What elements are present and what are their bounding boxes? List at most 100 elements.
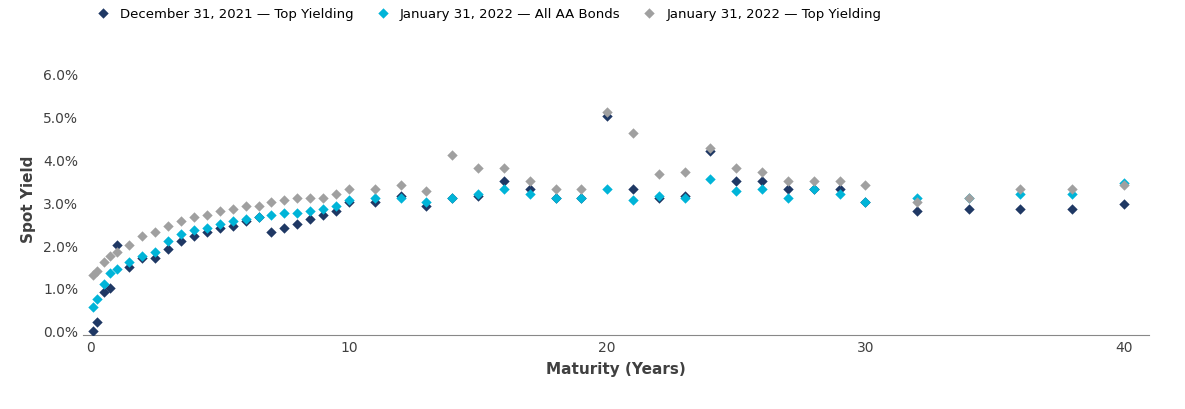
Point [101, 285, 120, 292]
Point [908, 208, 927, 214]
Point [146, 249, 165, 255]
Point [572, 195, 591, 202]
Point [391, 195, 410, 202]
Point [805, 178, 824, 184]
Point [546, 187, 565, 193]
Point [83, 272, 102, 279]
Point [779, 178, 798, 184]
Y-axis label: Spot Yield: Spot Yield [21, 155, 36, 242]
Point [726, 165, 745, 172]
Point [120, 242, 139, 249]
Point [959, 195, 978, 202]
Point [1063, 187, 1082, 193]
Point [301, 195, 320, 202]
Point [172, 231, 191, 238]
Point [1114, 180, 1133, 187]
Point [172, 238, 191, 245]
Point [908, 195, 927, 202]
Point [88, 296, 107, 302]
Point [675, 193, 694, 200]
Point [185, 227, 204, 234]
Point [314, 212, 333, 219]
Point [107, 242, 126, 249]
Point [301, 216, 320, 223]
Point [94, 259, 113, 266]
Point [1063, 191, 1082, 198]
Point [752, 169, 771, 176]
Point [223, 223, 242, 229]
Point [391, 193, 410, 200]
Point [1011, 187, 1030, 193]
Point [101, 270, 120, 276]
Point [262, 199, 281, 206]
Point [262, 212, 281, 219]
Point [752, 187, 771, 193]
Point [675, 195, 694, 202]
Point [198, 212, 217, 219]
Point [133, 255, 152, 262]
Point [520, 191, 539, 198]
Point [133, 253, 152, 259]
Point [236, 219, 255, 225]
Point [468, 193, 487, 200]
Point [288, 221, 307, 227]
Point [365, 199, 384, 206]
Point [649, 195, 668, 202]
Point [210, 221, 229, 227]
Point [365, 187, 384, 193]
Point [702, 176, 720, 182]
Point [88, 319, 107, 326]
Point [702, 146, 720, 153]
Point [1063, 206, 1082, 212]
Point [107, 249, 126, 255]
Point [120, 263, 139, 270]
Point [198, 229, 217, 236]
Point [339, 187, 358, 193]
Point [830, 191, 848, 198]
Point [83, 328, 102, 335]
Point [675, 169, 694, 176]
Point [223, 206, 242, 212]
Point [236, 216, 255, 223]
Point [83, 304, 102, 311]
Point [726, 189, 745, 195]
Point [597, 187, 616, 193]
Point [94, 281, 113, 287]
Point [779, 187, 798, 193]
Point [236, 204, 255, 210]
Point [107, 266, 126, 272]
Point [391, 182, 410, 189]
Point [856, 199, 875, 206]
Point [314, 206, 333, 212]
Point [249, 214, 268, 221]
Point [623, 131, 642, 137]
Point [365, 195, 384, 202]
Point [546, 195, 565, 202]
Point [185, 214, 204, 221]
Point [417, 204, 436, 210]
Point [805, 187, 824, 193]
Point [185, 234, 204, 240]
Point [805, 187, 824, 193]
Point [546, 195, 565, 202]
Point [275, 225, 294, 231]
Point [520, 187, 539, 193]
Point [702, 148, 720, 155]
Point [443, 195, 462, 202]
Point [623, 187, 642, 193]
Point [959, 206, 978, 212]
Point [88, 268, 107, 274]
Point [856, 199, 875, 206]
Point [210, 208, 229, 214]
Point [339, 197, 358, 204]
Point [133, 234, 152, 240]
Point [494, 178, 513, 184]
Point [623, 197, 642, 204]
Point [172, 219, 191, 225]
Point [649, 193, 668, 200]
Point [856, 182, 875, 189]
Point [159, 247, 178, 253]
Point [908, 199, 927, 206]
Point [146, 229, 165, 236]
Point [146, 255, 165, 262]
